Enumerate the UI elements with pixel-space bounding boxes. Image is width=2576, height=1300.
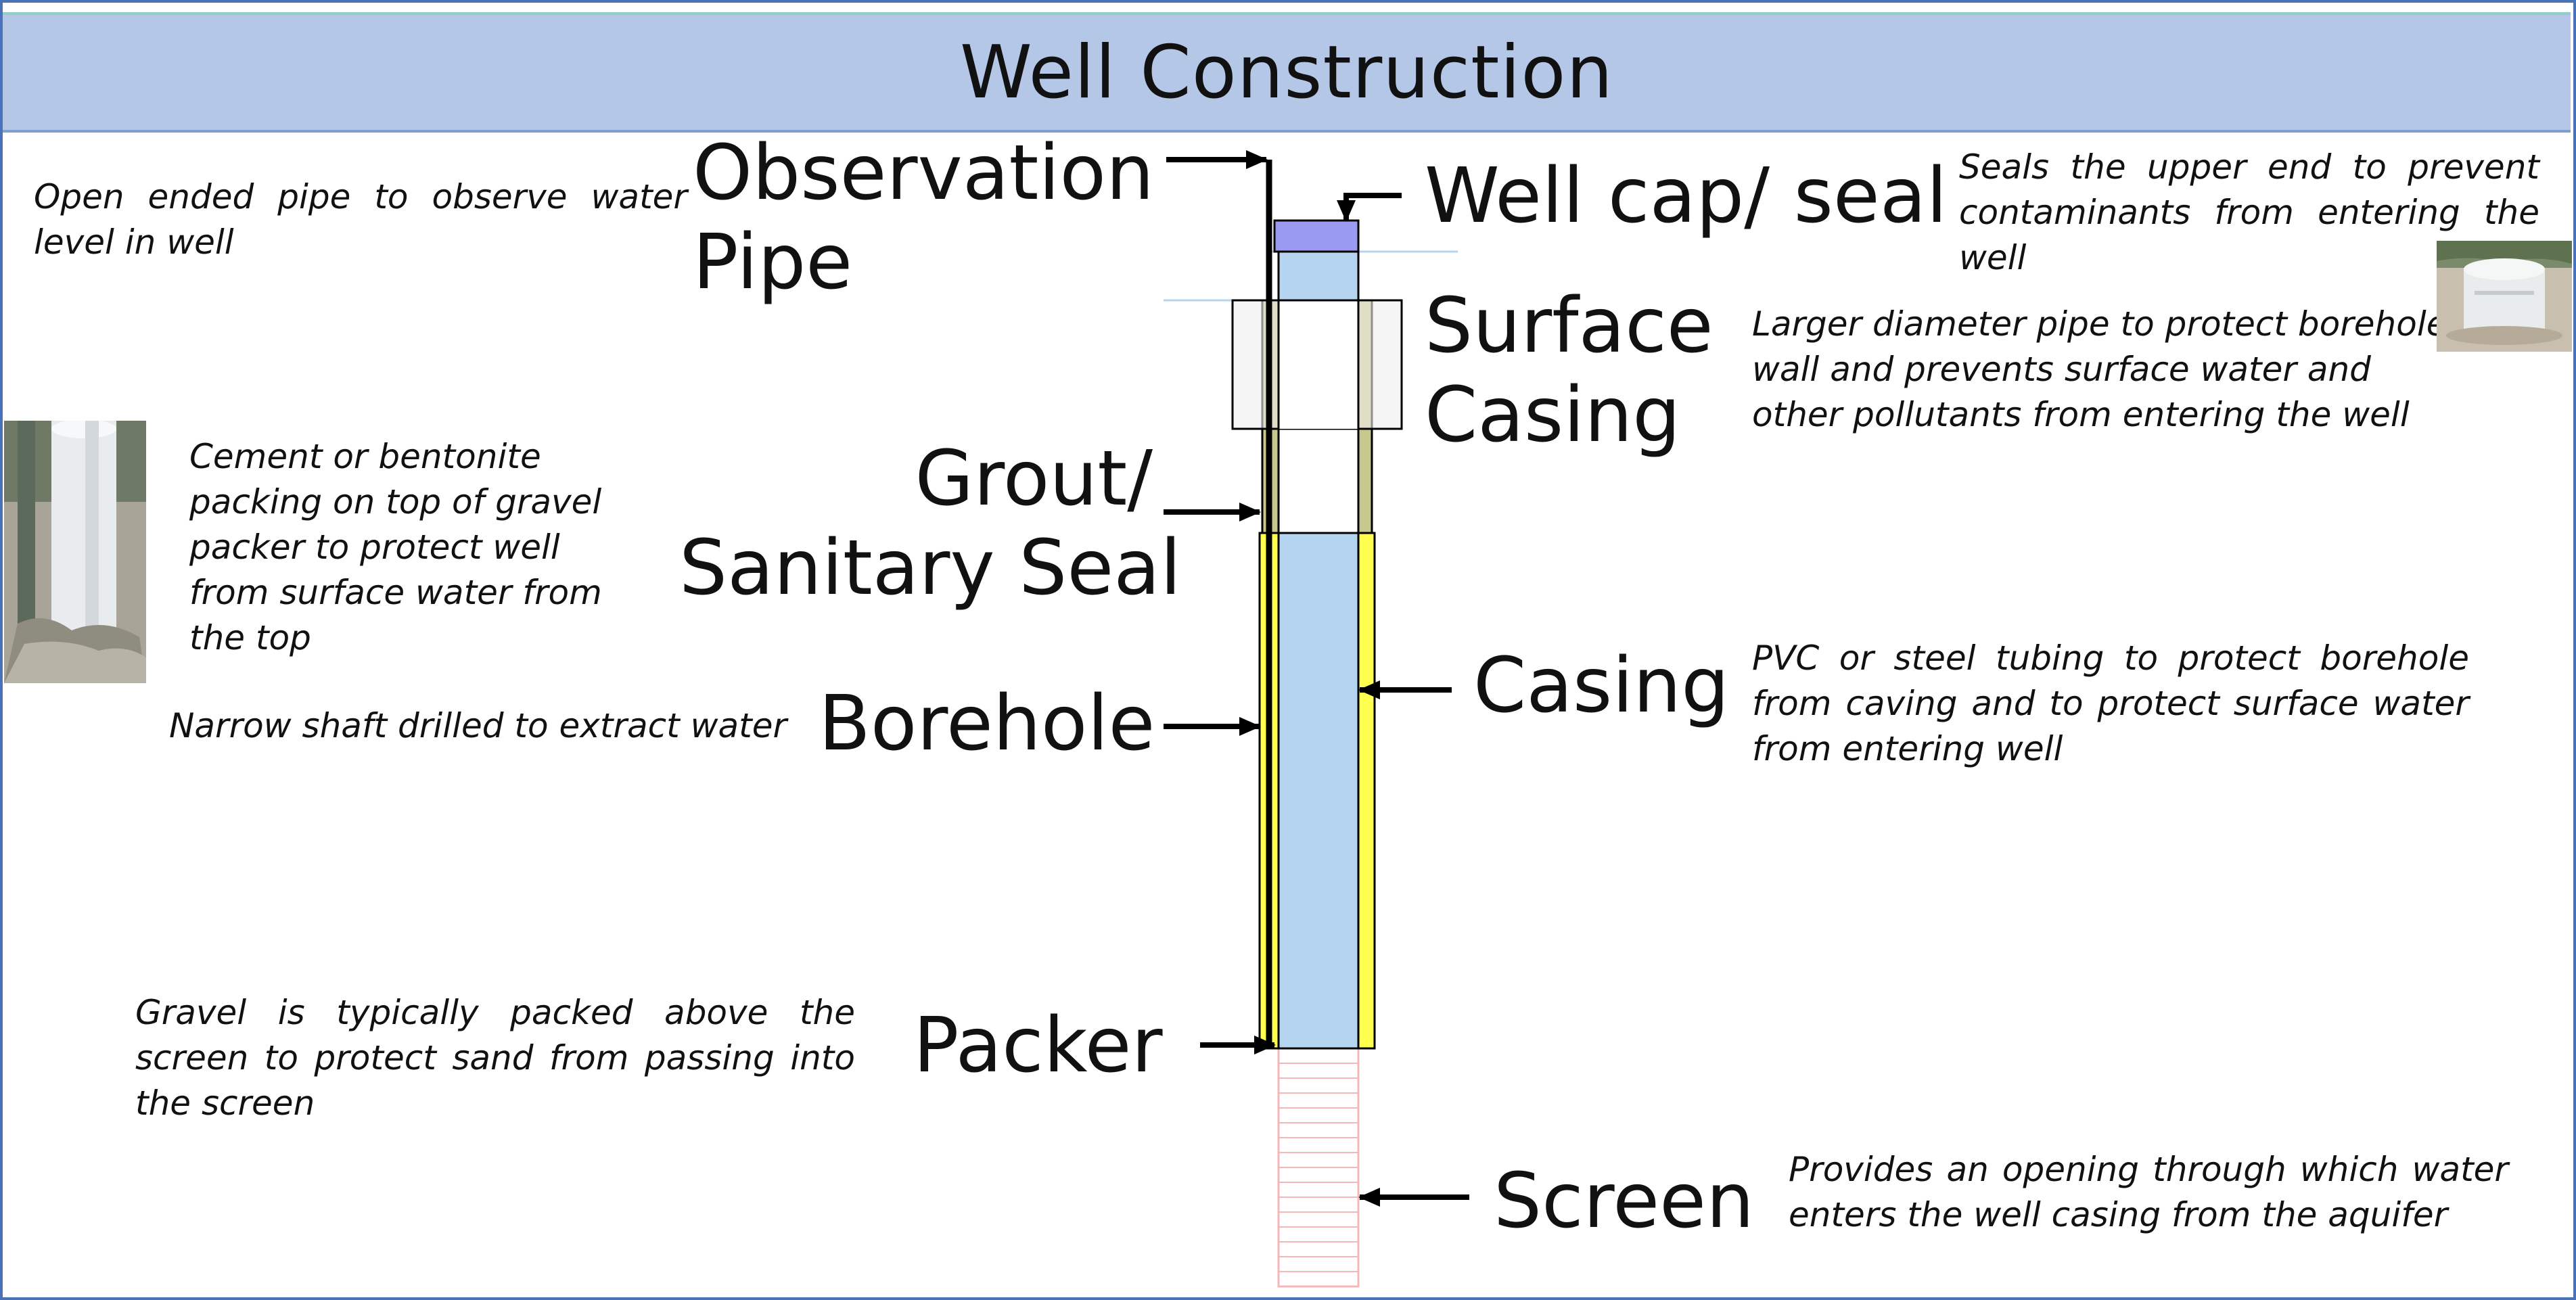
desc-grout: Cement or bentonite packing on top of gr… bbox=[189, 434, 656, 661]
well-casing bbox=[1277, 532, 1360, 1050]
desc-screen: Provides an opening through which water … bbox=[1789, 1150, 2508, 1234]
label-grout-line1: Grout/ bbox=[915, 435, 1153, 523]
label-surface-casing-line2: Casing bbox=[1425, 371, 1681, 460]
title-bar: Well Construction bbox=[3, 12, 2571, 133]
surface-casing-photo bbox=[2437, 241, 2572, 352]
label-casing: Casing bbox=[1473, 642, 1730, 730]
desc-observation-pipe: Open ended pipe to observe water level i… bbox=[34, 177, 687, 262]
label-observation-pipe-line1: Observation bbox=[693, 129, 1155, 217]
upper-pipe bbox=[1277, 250, 1360, 302]
label-surface-casing-line1: Surface bbox=[1425, 282, 1714, 370]
desc-casing: PVC or steel tubing to protect borehole … bbox=[1752, 639, 2469, 768]
label-grout: Grout/ Sanitary Seal bbox=[679, 434, 1182, 613]
well-cap bbox=[1273, 219, 1360, 253]
label-observation-pipe-line2: Pipe bbox=[693, 218, 853, 307]
desc-grout-line1: Cement or bentonite packing on top of gr… bbox=[189, 437, 602, 567]
label-packer: Packer bbox=[913, 1002, 1163, 1090]
desc-packer: Gravel is typically packed above the scr… bbox=[135, 993, 855, 1123]
screen-section bbox=[1277, 1047, 1360, 1288]
grout-photo bbox=[4, 421, 146, 683]
desc-grout-line2: from surface water from the top bbox=[189, 573, 602, 657]
well-cap-arrow bbox=[1337, 193, 1402, 222]
label-borehole: Borehole bbox=[819, 680, 1155, 768]
slide-title: Well Construction bbox=[960, 30, 1613, 115]
label-well-cap: Well cap/ seal bbox=[1425, 152, 1948, 240]
label-surface-casing: Surface Casing bbox=[1425, 281, 1714, 460]
desc-surface-casing: Larger diameter pipe to protect borehole… bbox=[1752, 304, 2447, 434]
desc-well-cap: Seals the upper end to prevent contamina… bbox=[1959, 147, 2539, 277]
label-grout-line2: Sanitary Seal bbox=[679, 524, 1182, 613]
label-screen: Screen bbox=[1494, 1157, 1755, 1245]
desc-borehole: Narrow shaft drilled to extract water bbox=[169, 706, 787, 745]
label-observation-pipe: Observation Pipe bbox=[693, 129, 1154, 307]
